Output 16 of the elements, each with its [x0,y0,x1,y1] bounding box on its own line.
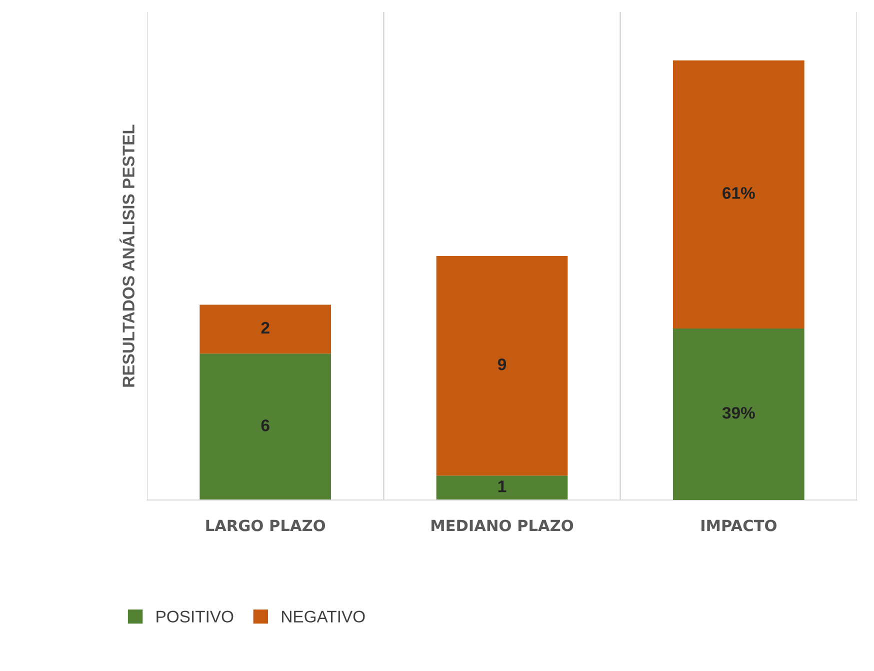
legend-label: NEGATIVO [282,610,365,623]
bar [436,476,568,500]
x-tick-label: IMPACTO [702,520,776,532]
data-label: 9 [498,358,506,370]
legend-label: POSITIVO [156,610,234,623]
data-label: 1 [498,480,506,492]
data-label: 6 [261,419,270,432]
data-label: 61% [722,187,755,199]
bar [436,256,568,476]
y-axis-title: RESULTADOS ANÁLISIS PESTEL [120,124,134,387]
data-label: 39% [722,406,755,419]
x-tick-label: MEDIANO PLAZO [432,520,574,532]
data-label: 2 [261,322,270,334]
bar [200,304,332,354]
x-tick-label: LARGO PLAZO [206,520,326,532]
bar [200,354,332,500]
